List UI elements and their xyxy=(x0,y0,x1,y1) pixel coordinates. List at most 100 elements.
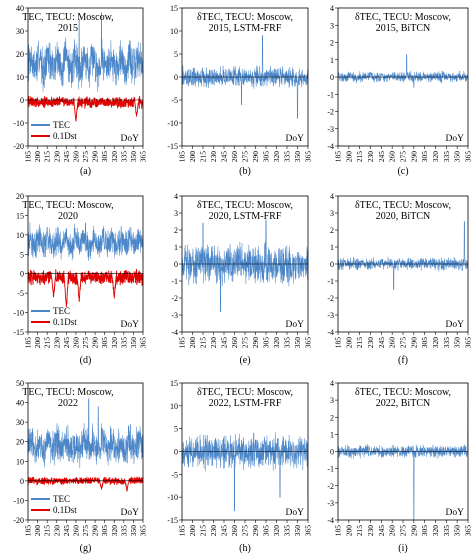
x-tick-label: 200 xyxy=(344,525,353,537)
x-tick-label: 245 xyxy=(377,337,386,349)
x-tick-label: 260 xyxy=(71,525,80,537)
x-tick-label: 335 xyxy=(442,151,451,163)
legend-label: TEC xyxy=(53,306,70,316)
x-tick-label: 185 xyxy=(178,525,187,537)
x-tick-label: 350 xyxy=(129,525,138,537)
x-tick-label: 245 xyxy=(62,337,71,349)
x-axis-label: DoY xyxy=(286,134,305,144)
y-tick-label: 10 xyxy=(16,457,24,466)
panel-label: (c) xyxy=(397,166,408,177)
x-tick-label: 260 xyxy=(388,525,397,537)
y-tick-label: 2 xyxy=(330,413,334,422)
x-tick-label: 290 xyxy=(251,525,260,537)
panel-e: -4 -3 -2 -1 0 1 2 3 4 185 200 215 230 245 260 275 290 305… xyxy=(171,192,312,366)
x-tick-label: 200 xyxy=(188,151,197,163)
x-tick-label: 320 xyxy=(272,151,281,163)
x-tick-label: 365 xyxy=(464,525,473,537)
x-tick-label: 290 xyxy=(251,151,260,163)
x-tick-label: 245 xyxy=(62,525,71,537)
panel-label: (i) xyxy=(398,543,407,554)
y-tick-label: -2 xyxy=(327,482,334,491)
series-line-tec xyxy=(27,398,144,469)
panel-d: -15 -10 -5 0 5 10 15 20 185 200 215 230 245 260 275 290… xyxy=(13,192,147,366)
panel-title: 2022, LSTM-FRF xyxy=(209,398,282,409)
x-tick-label: 350 xyxy=(293,337,302,349)
panel-title: 2022 xyxy=(58,398,78,409)
x-tick-label: 245 xyxy=(220,525,229,537)
panel-title: δTEC, TECU: Moscow, xyxy=(197,387,293,398)
x-tick-label: 230 xyxy=(52,337,61,349)
panel-label: (b) xyxy=(239,166,251,177)
x-tick-label: 260 xyxy=(230,525,239,537)
x-tick-label: 185 xyxy=(24,337,33,349)
x-tick-label: 365 xyxy=(304,525,313,537)
panel-b: -15 -10 -5 0 5 10 15 185 200 215 230 245 260 275 290 30… xyxy=(167,4,312,177)
y-tick-label: -20 xyxy=(13,516,24,525)
panel-title: 2022, BiTCN xyxy=(376,398,430,409)
y-tick-label: -2 xyxy=(327,108,334,117)
y-tick-label: -3 xyxy=(327,311,334,320)
panel-title: 2020, BiTCN xyxy=(376,211,430,222)
x-axis-label: DoY xyxy=(121,320,140,330)
x-tick-label: 275 xyxy=(399,525,408,537)
x-tick-label: 215 xyxy=(355,525,364,537)
y-tick-label: -10 xyxy=(167,493,178,502)
x-tick-label: 290 xyxy=(91,525,100,537)
y-tick-label: 20 xyxy=(16,50,24,59)
x-tick-label: 305 xyxy=(262,151,271,163)
y-tick-label: 3 xyxy=(174,209,178,218)
y-tick-label: -1 xyxy=(171,277,178,286)
y-tick-label: -1 xyxy=(327,90,334,99)
y-tick-label: 3 xyxy=(330,209,334,218)
y-tick-label: -15 xyxy=(167,516,178,525)
y-tick-label: 4 xyxy=(330,379,334,388)
panel-title: 2015 xyxy=(58,23,78,34)
y-tick-label: -4 xyxy=(327,142,334,151)
panel-title: δTEC, TECU: Moscow, xyxy=(355,387,451,398)
x-tick-label: 290 xyxy=(91,337,100,349)
x-axis-label: DoY xyxy=(286,320,305,330)
x-tick-label: 185 xyxy=(334,151,343,163)
y-tick-label: 3 xyxy=(330,396,334,405)
x-tick-label: 320 xyxy=(110,151,119,163)
y-tick-label: 15 xyxy=(16,211,24,220)
panel-label: (h) xyxy=(239,543,251,554)
x-tick-label: 350 xyxy=(453,525,462,537)
x-tick-label: 335 xyxy=(119,525,128,537)
x-tick-label: 350 xyxy=(293,525,302,537)
x-tick-label: 365 xyxy=(139,151,148,163)
y-tick-label: 2 xyxy=(330,226,334,235)
x-tick-label: 275 xyxy=(241,151,250,163)
panel-f: -4 -3 -2 -1 0 1 2 3 4 185 200 215 230 245 260 275 290 305… xyxy=(327,192,472,366)
y-tick-label: 4 xyxy=(174,192,178,201)
x-tick-label: 200 xyxy=(33,525,42,537)
y-tick-label: -3 xyxy=(171,311,178,320)
x-tick-label: 290 xyxy=(409,337,418,349)
y-tick-label: -15 xyxy=(167,142,178,151)
y-tick-label: 3 xyxy=(330,21,334,30)
y-tick-label: -10 xyxy=(13,119,24,128)
x-tick-label: 185 xyxy=(178,337,187,349)
y-tick-label: 10 xyxy=(16,73,24,82)
x-tick-label: 215 xyxy=(199,151,208,163)
y-tick-label: -5 xyxy=(171,470,178,479)
x-tick-label: 215 xyxy=(43,337,52,349)
x-tick-label: 275 xyxy=(81,525,90,537)
panel-label: (e) xyxy=(239,355,250,366)
panel-title: 2020, LSTM-FRF xyxy=(209,211,282,222)
series-line-tec xyxy=(181,219,309,312)
x-tick-label: 350 xyxy=(453,337,462,349)
x-axis-label: DoY xyxy=(121,134,140,144)
panel-label: (d) xyxy=(80,355,92,366)
x-tick-label: 320 xyxy=(272,337,281,349)
panel-title: δTEC, TECU: Moscow, xyxy=(355,200,451,211)
y-tick-label: 15 xyxy=(170,4,178,13)
x-tick-label: 200 xyxy=(188,337,197,349)
y-tick-label: 1 xyxy=(330,430,334,439)
panel-label: (g) xyxy=(80,543,92,554)
y-tick-label: -5 xyxy=(17,289,24,298)
x-tick-label: 230 xyxy=(209,337,218,349)
legend-label: 0.1Dst xyxy=(53,131,77,141)
y-tick-label: 0 xyxy=(174,260,178,269)
